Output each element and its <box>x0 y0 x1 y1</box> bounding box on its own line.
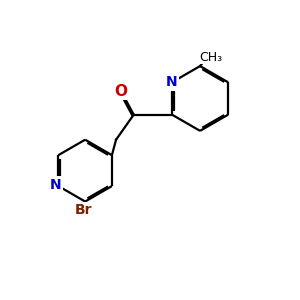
Text: O: O <box>114 84 127 99</box>
Text: N: N <box>166 75 178 89</box>
Text: Br: Br <box>75 203 92 217</box>
Text: CH₃: CH₃ <box>199 51 222 64</box>
Text: N: N <box>50 178 62 192</box>
